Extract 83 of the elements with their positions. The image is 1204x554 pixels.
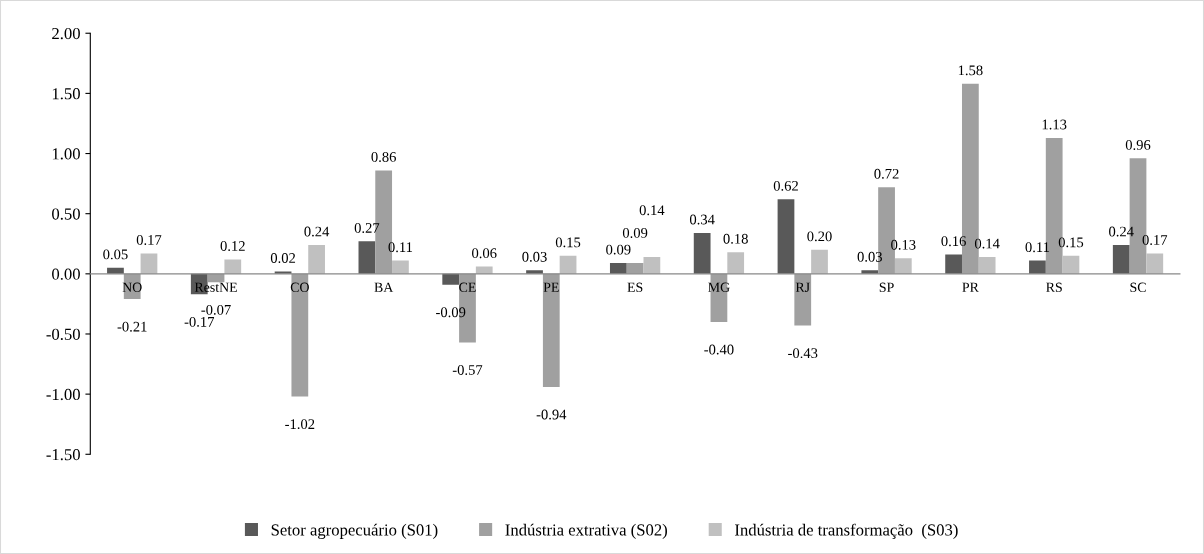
x-tick-label: RJ [795, 282, 810, 292]
data-label: -0.21 [117, 321, 147, 332]
x-tick-label: SP [879, 282, 894, 292]
bar [693, 232, 711, 274]
legend-label: Indústria extrativa (S02) [505, 523, 667, 539]
bar [794, 273, 812, 326]
data-label: 0.18 [723, 233, 748, 244]
bar [811, 249, 828, 274]
bar [358, 241, 376, 274]
bar [542, 273, 560, 387]
bar [559, 255, 577, 274]
data-label: -0.17 [184, 316, 215, 327]
bar [392, 260, 409, 274]
bar [140, 253, 158, 274]
bar [224, 259, 242, 274]
data-label: 0.16 [941, 236, 966, 247]
data-label: 0.12 [220, 241, 245, 251]
bar [207, 273, 225, 283]
data-label: 1.13 [1042, 119, 1067, 130]
data-label: 0.17 [136, 235, 162, 245]
bar [1146, 253, 1164, 274]
bar [1029, 260, 1046, 274]
bar [609, 263, 627, 274]
bar [308, 244, 325, 274]
y-tick-label: 1.00 [52, 148, 80, 160]
data-label: 0.09 [606, 244, 631, 255]
data-label: 0.02 [270, 253, 296, 263]
legend-label: Indústria de transformação (S03) [734, 523, 958, 539]
y-tick-label: -1.50 [46, 448, 80, 461]
data-label: 0.27 [354, 222, 380, 233]
data-label: 0.24 [304, 226, 330, 237]
data-label: 1.58 [958, 65, 983, 76]
bar [894, 258, 912, 274]
data-label: -0.07 [201, 304, 231, 315]
y-tick-label: 0.50 [52, 208, 80, 220]
data-label: 0.09 [622, 227, 648, 238]
bar [978, 256, 996, 274]
data-label: 0.86 [371, 152, 396, 162]
y-tick-label: -1.00 [46, 388, 80, 401]
data-label: 0.24 [1109, 226, 1134, 237]
data-label: 0.11 [1025, 242, 1050, 253]
data-label: 0.20 [807, 231, 832, 242]
data-label: -1.02 [285, 419, 315, 430]
x-tick-label: PE [543, 282, 559, 292]
data-label: 0.13 [891, 239, 916, 250]
data-label: 0.15 [1058, 237, 1084, 248]
data-label: -0.57 [452, 365, 483, 375]
data-label: 0.03 [857, 251, 882, 262]
data-label: -0.43 [788, 348, 818, 359]
bar [727, 252, 745, 274]
x-tick-label: CE [459, 282, 476, 292]
data-label: 0.17 [1142, 235, 1168, 245]
legend-label: Setor agropecuário (S01) [271, 523, 438, 539]
data-label: 0.06 [472, 248, 497, 259]
data-label: 0.03 [522, 251, 547, 262]
data-label: -0.09 [436, 307, 466, 318]
bar [291, 273, 309, 397]
bar [945, 254, 962, 274]
data-label: 0.15 [555, 237, 581, 248]
data-label: 0.96 [1125, 139, 1151, 150]
x-tick-label: PR [962, 282, 979, 292]
x-tick-label: RS [1046, 282, 1062, 292]
bar [1062, 255, 1080, 274]
x-tick-label: ES [627, 282, 643, 292]
data-label: 0.34 [689, 214, 715, 225]
data-label: 0.05 [103, 249, 128, 260]
data-label: -0.40 [704, 344, 734, 355]
x-tick-label: BA [374, 282, 394, 292]
data-label: -0.94 [536, 409, 567, 420]
data-label: 0.14 [639, 205, 665, 216]
bar [1112, 244, 1130, 274]
y-tick-label: 2.00 [52, 27, 80, 40]
bar [442, 273, 460, 285]
data-label: 0.11 [388, 242, 413, 253]
data-label: 0.62 [773, 180, 798, 191]
data-label: 0.72 [874, 168, 899, 179]
bar [643, 256, 661, 274]
bar [777, 199, 795, 274]
data-label: 0.14 [974, 238, 1000, 249]
y-tick-label: 1.50 [52, 88, 80, 100]
x-tick-label: SC [1130, 282, 1146, 292]
y-tick-label: 0.00 [52, 268, 80, 280]
y-tick-label: -0.50 [46, 328, 80, 340]
